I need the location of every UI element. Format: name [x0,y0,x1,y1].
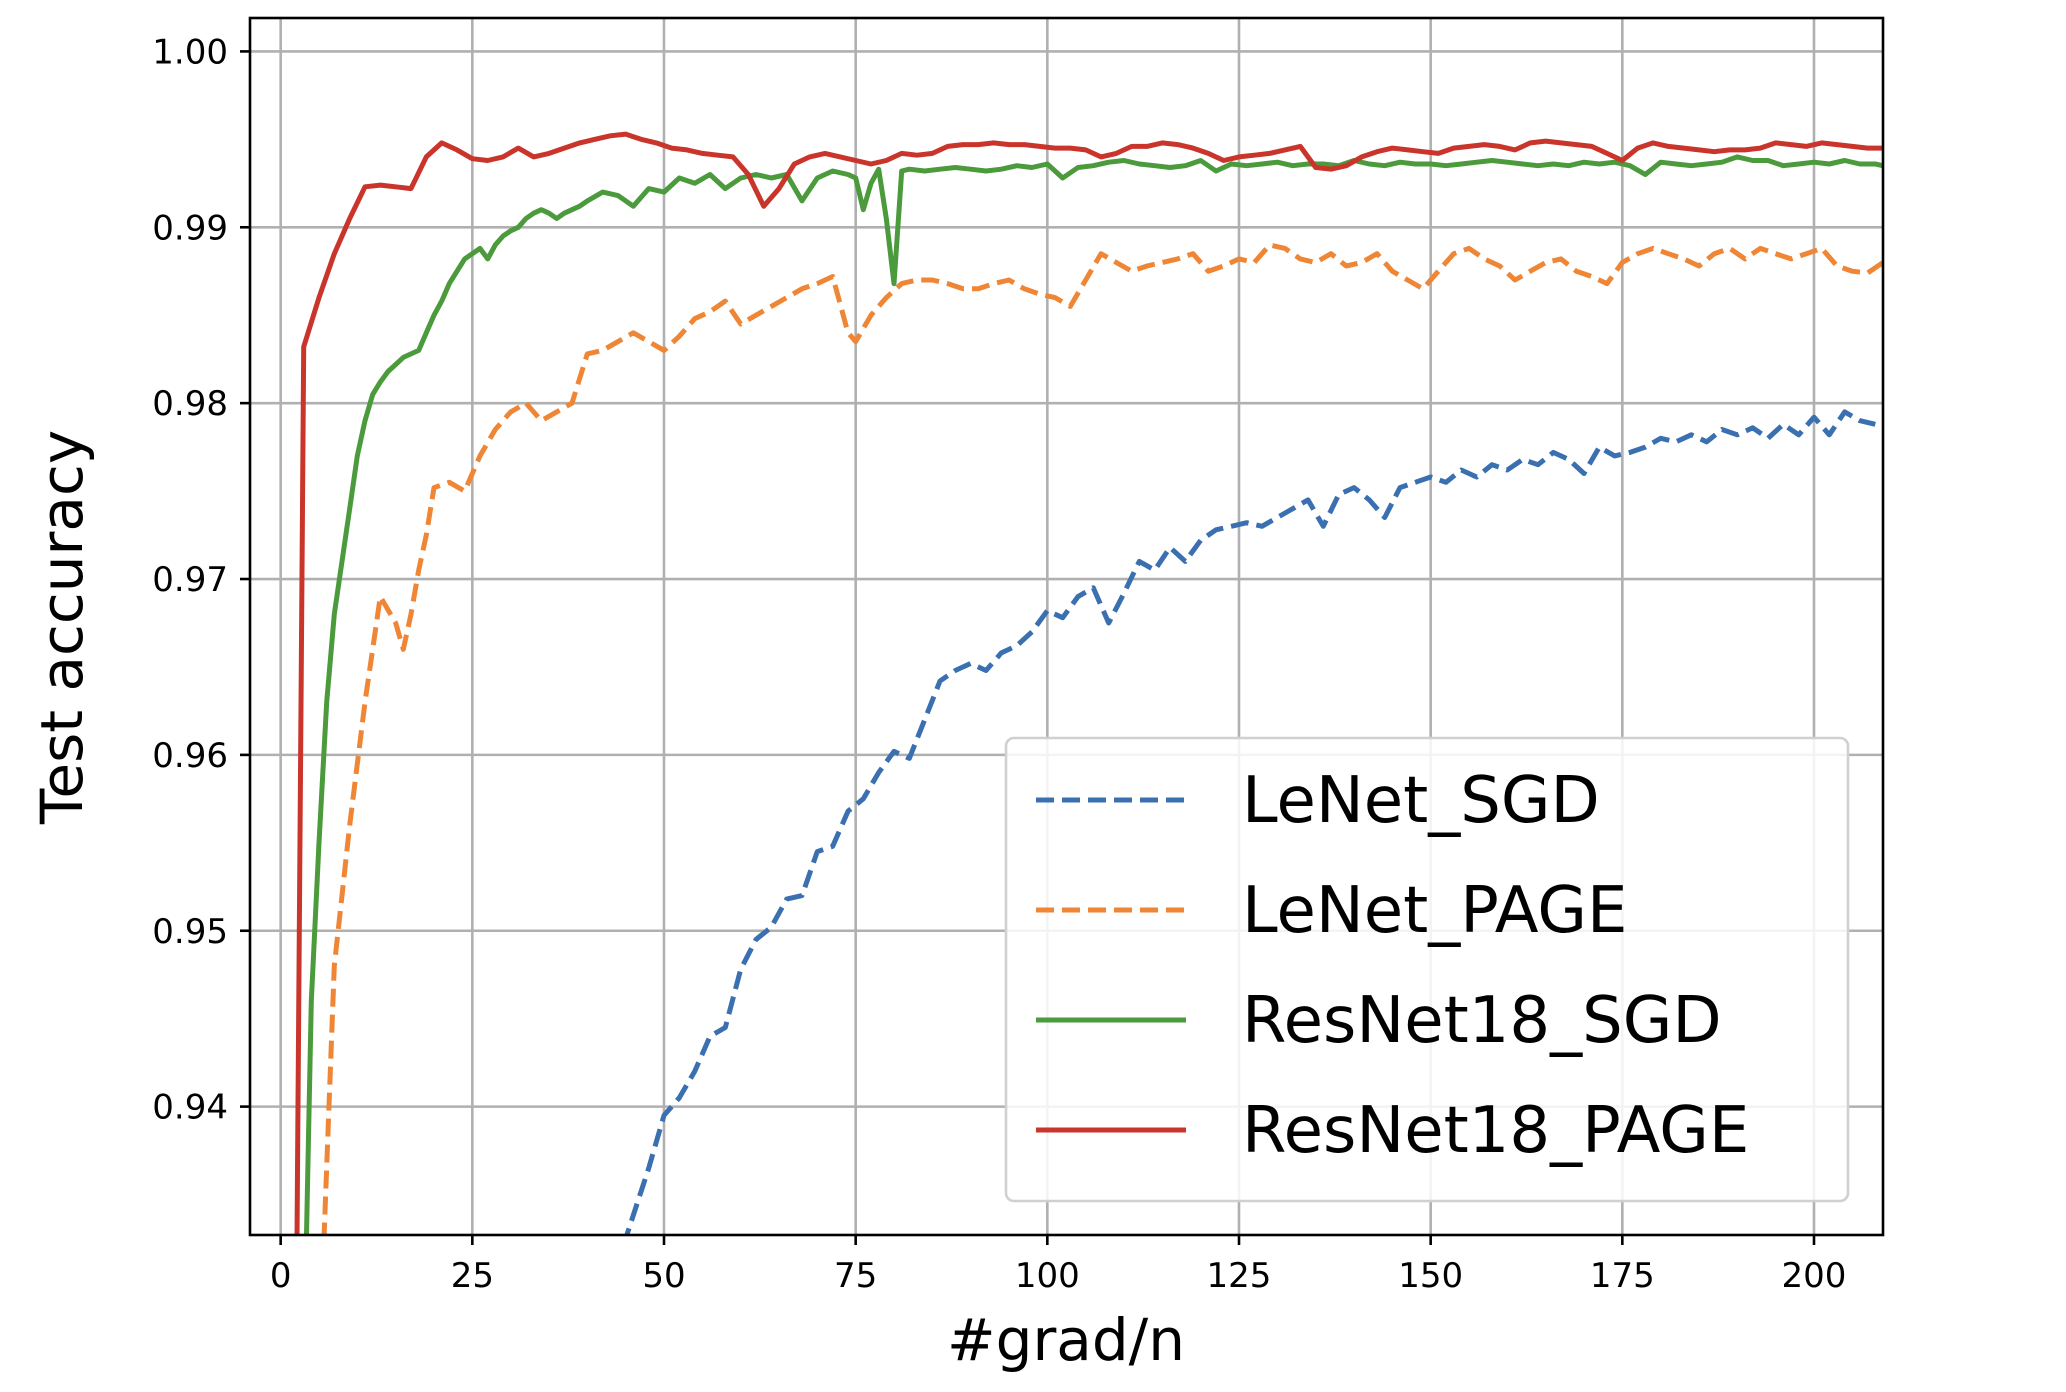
y-tick-label: 0.97 [152,560,228,600]
series-lines [294,131,1883,1235]
y-tick-label: 1.00 [152,32,228,72]
legend-label-lenet-sgd: LeNet_SGD [1242,764,1600,838]
x-tick-label: 0 [270,1256,292,1296]
x-tick-label: 50 [642,1256,685,1296]
series-line-lenet-page [321,242,1883,1235]
legend-label-lenet-page: LeNet_PAGE [1242,874,1627,948]
x-axis-title: #grad/n [947,1306,1185,1374]
legend-label-resnet18-sgd: ResNet18_SGD [1242,984,1722,1058]
series-line-lenet-sgd [624,409,1876,1235]
x-tick-label: 100 [1015,1256,1080,1296]
x-tick-label: 125 [1207,1256,1272,1296]
x-tick-label: 200 [1782,1256,1847,1296]
legend-box [1004,736,1850,1203]
y-tick-label: 0.94 [152,1088,228,1128]
axis-ticks: 0 25 50 75 100 125 150 175 200 0.94 0.95 0.96 0.97 0.… [152,32,1846,1296]
series-line-resnet18-sgd [303,154,1883,1235]
y-tick-label: 0.99 [152,208,228,248]
legend-label-resnet18-page: ResNet18_PAGE [1242,1094,1749,1168]
x-tick-label: 175 [1590,1256,1655,1296]
plot-frame [248,16,1885,1237]
y-tick-label: 0.96 [152,736,228,776]
y-tick-label: 0.95 [152,912,228,952]
x-tick-label: 75 [834,1256,877,1296]
series-line-resnet18-page [294,131,1883,1235]
x-tick-label: 25 [451,1256,494,1296]
x-tick-label: 150 [1398,1256,1463,1296]
legend: LeNet_SGD LeNet_PAGE ResNet18_SGD ResNet18_… [1004,736,1850,1203]
y-tick-label: 0.98 [152,384,228,424]
y-axis-title: Test accuracy [28,430,96,825]
